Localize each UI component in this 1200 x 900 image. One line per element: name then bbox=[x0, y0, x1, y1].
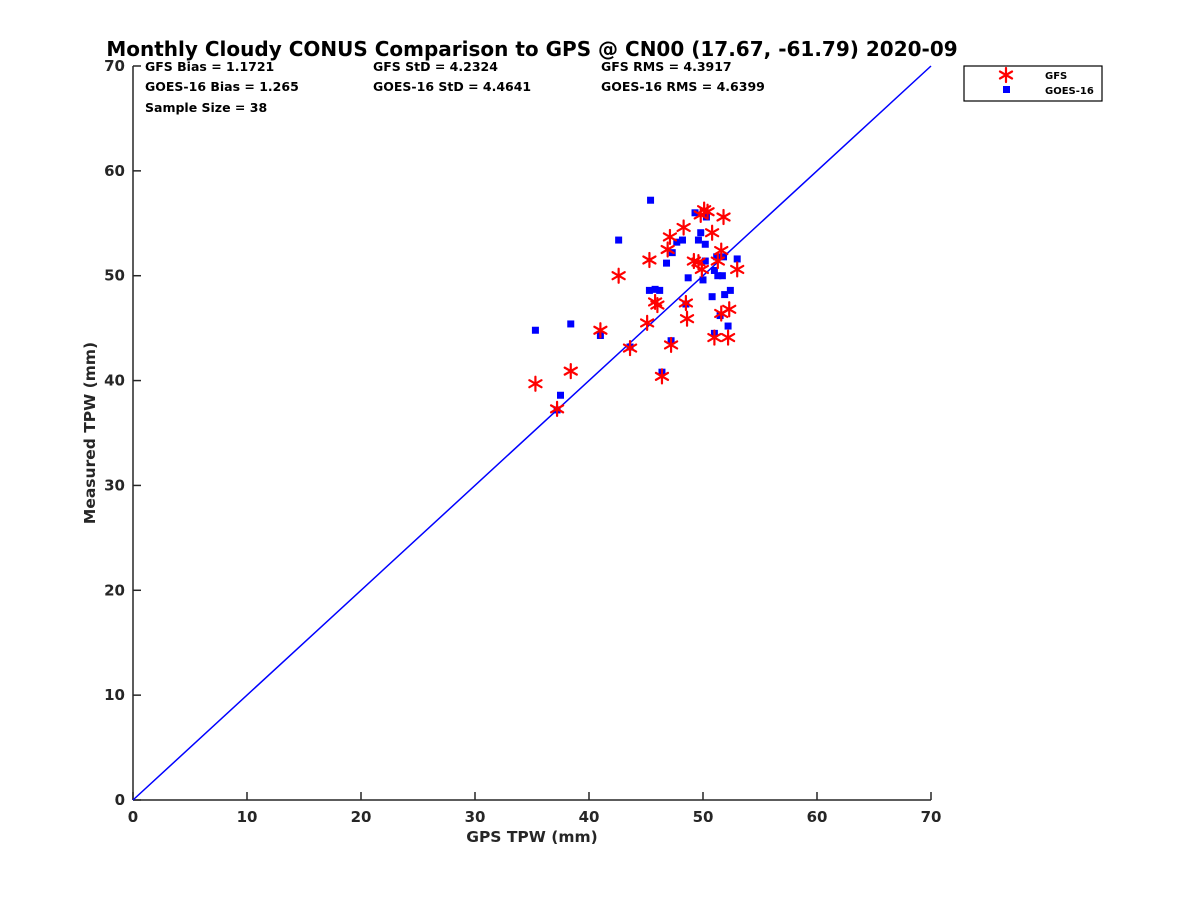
legend: GFS GOES-16 bbox=[963, 65, 1103, 102]
gfs-point bbox=[710, 252, 725, 270]
goes-point bbox=[615, 236, 623, 244]
legend-box bbox=[963, 65, 1103, 102]
gfs-point bbox=[639, 314, 655, 331]
gfs-point bbox=[662, 228, 678, 246]
goes-point bbox=[721, 291, 729, 299]
legend-goes-marker-icon bbox=[1003, 86, 1010, 93]
gfs-rms-text: GFS RMS = 4.3917 bbox=[601, 59, 732, 74]
goes-point bbox=[699, 276, 707, 284]
sample-size-text: Sample Size = 38 bbox=[145, 100, 267, 115]
y-tick-label: 70 bbox=[104, 57, 125, 75]
goes-bias-text: GOES-16 Bias = 1.265 bbox=[145, 79, 299, 94]
axes bbox=[132, 66, 931, 801]
gfs-series bbox=[528, 201, 745, 417]
y-tick-label: 50 bbox=[104, 267, 125, 285]
gfs-point bbox=[622, 339, 638, 357]
goes-point bbox=[697, 229, 705, 237]
goes-rms-text: GOES-16 RMS = 4.6399 bbox=[601, 79, 765, 94]
goes-point bbox=[656, 286, 664, 294]
goes-point bbox=[718, 272, 726, 280]
gfs-point bbox=[722, 301, 737, 318]
gfs-point bbox=[660, 241, 675, 258]
gfs-point bbox=[676, 219, 691, 236]
x-tick-label: 10 bbox=[237, 808, 258, 826]
gfs-point bbox=[716, 208, 731, 226]
goes-point bbox=[647, 196, 655, 204]
gfs-point bbox=[720, 329, 736, 346]
goes-point bbox=[733, 255, 741, 263]
gfs-point bbox=[730, 261, 745, 278]
goes-std-text: GOES-16 StD = 4.4641 bbox=[373, 79, 531, 94]
goes-point bbox=[716, 312, 724, 320]
goes-point bbox=[710, 266, 718, 274]
gfs-std-text: GFS StD = 4.2324 bbox=[373, 59, 498, 74]
y-tick-label: 10 bbox=[104, 686, 125, 704]
x-tick-label: 30 bbox=[465, 808, 486, 826]
goes-point bbox=[726, 286, 734, 294]
x-tick-label: 70 bbox=[921, 808, 942, 826]
y-tick-label: 60 bbox=[104, 162, 125, 180]
x-tick-label: 20 bbox=[351, 808, 372, 826]
gfs-point bbox=[611, 267, 626, 284]
gfs-point bbox=[650, 296, 665, 314]
goes-point bbox=[701, 240, 709, 248]
goes-point bbox=[713, 253, 721, 261]
gfs-point bbox=[549, 400, 565, 417]
goes-point bbox=[684, 274, 692, 282]
x-tick-label: 60 bbox=[807, 808, 828, 826]
legend-goes-label: GOES-16 bbox=[1045, 86, 1094, 97]
gfs-point bbox=[678, 294, 694, 312]
legend-gfs-label: GFS bbox=[1045, 71, 1067, 82]
y-tick-label: 30 bbox=[104, 476, 125, 494]
goes-point bbox=[708, 293, 716, 301]
gfs-point bbox=[663, 336, 679, 354]
gfs-point bbox=[679, 310, 695, 327]
stats-block: GFS Bias = 1.1721 GOES-16 Bias = 1.265 S… bbox=[145, 59, 765, 115]
legend-gfs-asterisk bbox=[998, 66, 1014, 84]
goes-point bbox=[678, 236, 686, 244]
x-tick-label: 40 bbox=[579, 808, 600, 826]
gfs-point bbox=[714, 242, 729, 259]
gfs-point bbox=[593, 322, 608, 339]
goes-point bbox=[701, 257, 709, 265]
y-tick-label: 0 bbox=[115, 791, 125, 809]
x-tick-label: 0 bbox=[128, 808, 138, 826]
gfs-point bbox=[563, 363, 578, 380]
goes-point bbox=[557, 391, 564, 399]
x-tick-label: 50 bbox=[693, 808, 714, 826]
gfs-point bbox=[694, 261, 710, 278]
gfs-point bbox=[704, 224, 720, 241]
y-tick-label: 20 bbox=[104, 581, 125, 599]
gfs-bias-text: GFS Bias = 1.1721 bbox=[145, 59, 274, 74]
gfs-point bbox=[707, 329, 722, 346]
goes-point bbox=[651, 285, 659, 293]
ticks: 0 10 20 30 40 50 60 70 0 10 20 30 40 50 60 70 bbox=[104, 57, 941, 826]
y-axis-label: Measured TPW (mm) bbox=[81, 342, 99, 524]
goes-point bbox=[663, 259, 671, 267]
gfs-point bbox=[700, 203, 715, 220]
chart-title: Monthly Cloudy CONUS Comparison to GPS @… bbox=[106, 37, 957, 61]
goes-point bbox=[714, 272, 722, 280]
x-axis-label: GPS TPW (mm) bbox=[466, 828, 598, 846]
goes-point bbox=[724, 322, 732, 330]
gfs-point bbox=[528, 375, 543, 392]
goes-point bbox=[531, 326, 539, 334]
goes-point bbox=[567, 320, 575, 328]
legend-gfs-marker-icon bbox=[998, 66, 1014, 84]
goes-point bbox=[694, 236, 702, 244]
gfs-point bbox=[642, 251, 657, 269]
goes-point bbox=[673, 238, 681, 246]
y-tick-label: 40 bbox=[104, 372, 125, 390]
goes-point bbox=[645, 286, 653, 294]
one-to-one-line bbox=[132, 65, 932, 801]
gfs-point bbox=[654, 368, 670, 385]
